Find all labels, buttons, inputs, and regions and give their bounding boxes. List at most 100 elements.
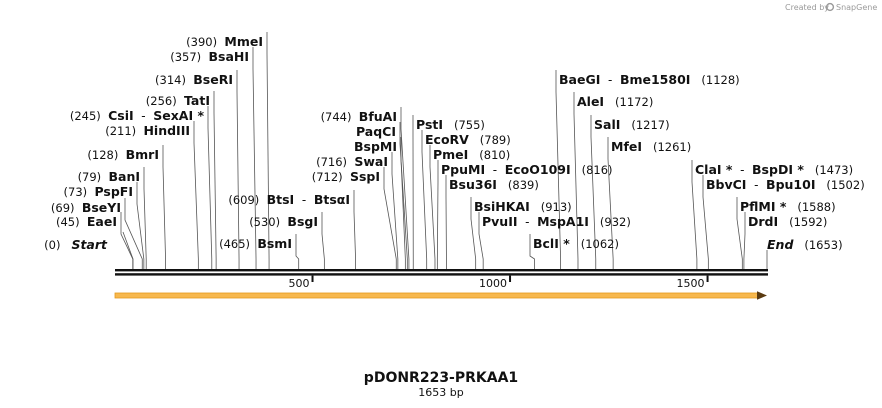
enzyme-name: CsiI bbox=[108, 108, 134, 123]
site-label[interactable]: BbvCI - Bpu10I (1502) bbox=[706, 177, 865, 192]
site-label[interactable]: MfeI (1261) bbox=[611, 139, 691, 154]
site-position: (128) bbox=[87, 148, 125, 162]
site-position: (390) bbox=[186, 35, 224, 49]
enzyme-name: BmrI bbox=[126, 147, 159, 162]
snapgene-logo-icon bbox=[825, 2, 835, 12]
site-label[interactable]: (716) SwaI bbox=[316, 154, 388, 169]
separator: - bbox=[732, 163, 752, 177]
site-label[interactable]: PmeI (810) bbox=[433, 147, 510, 162]
site-label[interactable]: (712) SspI bbox=[312, 169, 380, 184]
tick-label: 500 bbox=[289, 277, 310, 290]
site-leader bbox=[573, 92, 579, 269]
enzyme-name: BspMI bbox=[354, 139, 397, 154]
enzyme-name: BanI bbox=[108, 169, 140, 184]
site-label[interactable]: PstI (755) bbox=[416, 117, 485, 132]
orf-arrow-head[interactable] bbox=[757, 291, 767, 300]
site-label[interactable]: BaeGI - Bme1580I (1128) bbox=[559, 72, 740, 87]
site-position: (839) bbox=[497, 178, 539, 192]
site-position: (789) bbox=[469, 133, 511, 147]
site-position: (1128) bbox=[690, 73, 739, 87]
end-label: End bbox=[767, 237, 794, 252]
site-position: (1062) bbox=[570, 237, 619, 251]
site-position: (1473) bbox=[804, 163, 853, 177]
site-label[interactable]: PpuMI - EcoO109I (816) bbox=[441, 162, 613, 177]
scale-ticks: 500 1000 1500 bbox=[289, 275, 709, 290]
site-leader bbox=[400, 107, 410, 269]
credit-text: Created by bbox=[785, 3, 829, 12]
site-label[interactable]: (609) BtsI - BtsαI bbox=[228, 192, 350, 207]
site-label[interactable]: (390) MmeI bbox=[186, 34, 263, 49]
site-label[interactable]: Bsu36I (839) bbox=[449, 177, 539, 192]
site-position: (1502) bbox=[815, 178, 864, 192]
site-leader bbox=[702, 175, 709, 269]
site-label[interactable]: BclI * (1062) bbox=[533, 236, 619, 251]
enzyme-name: BaeGI bbox=[559, 72, 600, 87]
enzyme-name: SspI bbox=[350, 169, 380, 184]
site-leader bbox=[590, 115, 597, 269]
enzyme-name: PmeI bbox=[433, 147, 468, 162]
enzyme-name: BsgI bbox=[287, 214, 318, 229]
start-leader bbox=[122, 231, 134, 269]
site-position: (932) bbox=[589, 215, 631, 229]
feature-orf-arrow[interactable] bbox=[114, 291, 767, 300]
site-label[interactable]: DrdI (1592) bbox=[748, 214, 827, 229]
enzyme-name: DrdI bbox=[748, 214, 778, 229]
site-label[interactable]: (357) BsaHI bbox=[170, 49, 249, 64]
site-label[interactable]: AleI (1172) bbox=[577, 94, 653, 109]
site-label[interactable]: PaqCI bbox=[356, 124, 396, 139]
site-label[interactable]: PflMI * (1588) bbox=[740, 199, 836, 214]
site-label[interactable]: (256) TatI bbox=[146, 93, 210, 108]
tick-label: 1000 bbox=[479, 277, 507, 290]
site-label[interactable]: BsiHKAI (913) bbox=[474, 199, 572, 214]
site-label[interactable]: ClaI * - BspDI * (1473) bbox=[695, 162, 853, 177]
site-label[interactable]: (245) CsiI - SexAI * bbox=[70, 108, 205, 123]
site-label[interactable]: EcoRV (789) bbox=[425, 132, 511, 147]
site-label[interactable]: (530) BsgI bbox=[249, 214, 318, 229]
orf-arrow-body[interactable] bbox=[114, 292, 759, 299]
enzyme-name: BspDI * bbox=[752, 162, 804, 177]
site-leader bbox=[295, 234, 300, 269]
site-position: (1172) bbox=[604, 95, 653, 109]
site-position: (810) bbox=[468, 148, 510, 162]
site-leader bbox=[399, 122, 408, 269]
enzyme-name: PvuII bbox=[482, 214, 518, 229]
site-leader bbox=[207, 106, 213, 269]
site-label[interactable]: (79) BanI bbox=[78, 169, 140, 184]
enzyme-name: BsmI bbox=[257, 236, 292, 251]
enzyme-name: EcoRV bbox=[425, 132, 469, 147]
map-title: pDONR223-PRKAA1 bbox=[364, 370, 518, 386]
site-label[interactable]: (69) BseYI bbox=[51, 200, 121, 215]
site-leader bbox=[529, 234, 535, 269]
site-leader bbox=[136, 182, 145, 269]
site-leader bbox=[193, 121, 199, 269]
site-label[interactable]: (314) BseRI bbox=[155, 72, 233, 87]
enzyme-name: BfuAI bbox=[359, 109, 397, 124]
site-label[interactable]: (73) PspFI bbox=[64, 184, 133, 199]
enzyme-name: PflMI * bbox=[740, 199, 787, 214]
site-position: (245) bbox=[70, 109, 108, 123]
site-label[interactable]: (45) EaeI bbox=[56, 214, 117, 229]
site-label[interactable]: (128) BmrI bbox=[87, 147, 159, 162]
site-leader bbox=[124, 198, 143, 269]
site-leader bbox=[162, 145, 166, 269]
separator: - bbox=[485, 163, 505, 177]
site-position: (712) bbox=[312, 170, 350, 184]
enzyme-name: HindIII bbox=[143, 123, 190, 138]
site-label[interactable]: PvuII - MspA1I (932) bbox=[482, 214, 631, 229]
site-position: (357) bbox=[170, 50, 208, 64]
site-leader bbox=[383, 167, 397, 269]
site-leader bbox=[120, 212, 134, 269]
enzyme-name: SwaI bbox=[354, 154, 388, 169]
site-label[interactable]: BspMI bbox=[354, 139, 397, 154]
site-label[interactable]: (465) BsmI bbox=[219, 236, 292, 251]
site-leader-lines bbox=[120, 32, 768, 269]
site-leader bbox=[266, 32, 270, 269]
enzyme-name: PpuMI bbox=[441, 162, 485, 177]
enzyme-name: TatI bbox=[184, 93, 210, 108]
site-label[interactable]: (744) BfuAI bbox=[321, 109, 397, 124]
site-label[interactable]: (211) HindIII bbox=[105, 123, 190, 138]
site-leader bbox=[429, 145, 436, 269]
site-label[interactable]: SalI (1217) bbox=[594, 117, 670, 132]
enzyme-name: BseYI bbox=[82, 200, 121, 215]
enzyme-name: EcoO109I bbox=[505, 162, 571, 177]
